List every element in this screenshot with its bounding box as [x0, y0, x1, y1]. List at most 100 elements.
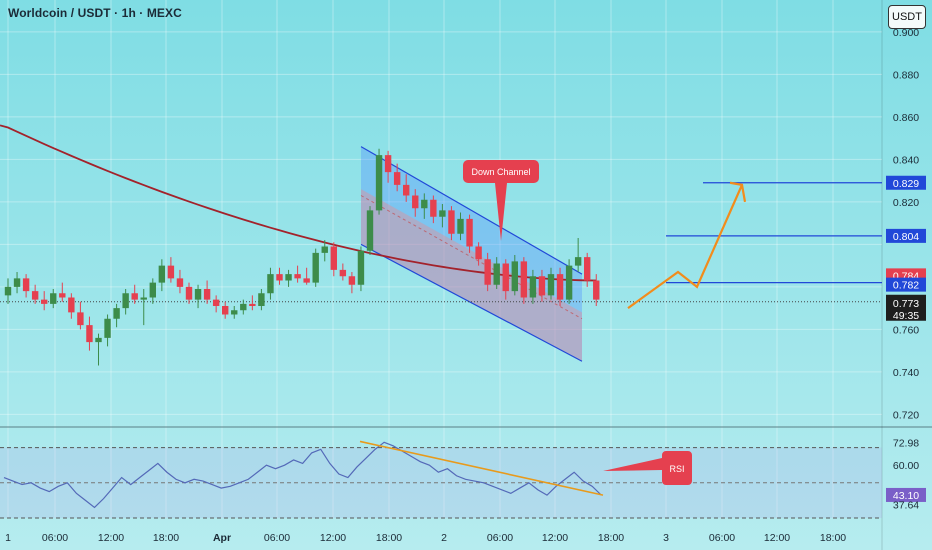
time-tick-label: 12:00 [320, 532, 346, 544]
price-tick-label: 0.820 [893, 197, 919, 209]
candle-body [68, 297, 75, 313]
candle-body [231, 310, 238, 315]
time-tick-label: 18:00 [153, 532, 179, 544]
candle-body [303, 278, 310, 283]
candle-body [484, 259, 491, 285]
down-channel-label: Down Channel [471, 167, 530, 177]
candle-body [384, 155, 392, 173]
candle-body [466, 218, 473, 247]
channel-lower-line [360, 243, 583, 362]
time-tick-label: 1 [5, 532, 11, 544]
candle-body [593, 280, 600, 300]
candle-body [294, 274, 301, 279]
candle-body [403, 184, 410, 196]
price-tick-label: 0.900 [893, 27, 919, 39]
candle-body [22, 278, 30, 292]
candle-body [412, 195, 419, 209]
candle-body [421, 199, 428, 209]
currency-button[interactable]: USDT [888, 5, 926, 29]
time-tick-label: 12:00 [542, 532, 568, 544]
candle-body [321, 246, 328, 253]
down-channel-callout [463, 160, 539, 241]
candle-body [149, 282, 156, 298]
candle-body [104, 318, 111, 338]
candle-body [13, 278, 21, 287]
projection-arrowhead [729, 181, 747, 203]
rsi-tick-label: 60.00 [893, 460, 919, 472]
price-label-box [886, 277, 926, 292]
candle-body [584, 257, 591, 281]
candle-body [312, 252, 319, 283]
time-tick-label: 06:00 [487, 532, 513, 544]
time-tick-label: 18:00 [376, 532, 402, 544]
price-label-box [886, 228, 926, 243]
down-channel-lower-fill [361, 189, 582, 362]
candle-body [158, 265, 166, 283]
rsi-trendline [359, 440, 604, 496]
time-tick-label: 06:00 [42, 532, 68, 544]
rsi-callout [603, 451, 692, 485]
candle-body [330, 246, 337, 270]
price-tick-label: 0.860 [893, 112, 919, 124]
candle-body [194, 289, 202, 300]
rsi-tick-label: 37.64 [893, 500, 919, 512]
time-tick-label: Apr [213, 532, 231, 544]
price-tick-label: 0.740 [893, 367, 919, 379]
time-tick-label: 3 [663, 532, 669, 544]
candle-body [538, 276, 546, 296]
price-label-box [886, 175, 926, 190]
candle-body [86, 325, 93, 343]
candle-body [574, 257, 582, 266]
candle-body [339, 269, 347, 277]
candle-body [41, 299, 48, 304]
rsi-tick-label: 72.98 [893, 437, 919, 449]
candle-body [240, 303, 247, 311]
channel-upper-line [360, 146, 583, 275]
rsi-value-box [886, 487, 926, 502]
price-tick-label: 0.840 [893, 154, 919, 166]
time-tick-label: 2 [441, 532, 447, 544]
time-tick-label: 12:00 [764, 532, 790, 544]
candle-body [502, 263, 509, 292]
candle-body [113, 308, 120, 319]
rsi-callout-label: RSI [669, 464, 684, 474]
time-tick-label: 18:00 [820, 532, 846, 544]
price-label: 0.773 [893, 298, 919, 310]
candle-body [222, 306, 229, 315]
time-tick-label: 06:00 [709, 532, 735, 544]
countdown-label: 49:35 [893, 310, 919, 322]
candle-body [185, 286, 193, 300]
candle-body [249, 303, 256, 306]
candle-body [4, 286, 12, 296]
candle-body [520, 261, 528, 298]
candle-body [176, 278, 184, 287]
candle-body [565, 265, 573, 300]
candle-body [212, 299, 220, 306]
candle-body [439, 210, 446, 217]
candle-body [122, 293, 129, 309]
candle-body [475, 246, 482, 260]
rsi-line [3, 441, 602, 509]
chart-title: Worldcoin / USDT · 1h · MEXC [8, 6, 182, 20]
candle-body [493, 263, 500, 285]
price-tick-label: 0.760 [893, 324, 919, 336]
candle-body [258, 293, 265, 306]
candle-body [131, 293, 138, 300]
channel-mid-line [360, 195, 583, 320]
candle-body [366, 210, 374, 251]
candle-body [457, 218, 464, 234]
current-price-box [886, 294, 926, 321]
candle-body [348, 276, 356, 285]
candle-body [393, 172, 401, 185]
candle-body [203, 289, 211, 300]
candle-body [77, 312, 84, 326]
candle-body [285, 274, 292, 281]
price-tick-label: 0.720 [893, 409, 919, 421]
price-label: 0.829 [893, 178, 919, 190]
candle-body [511, 261, 518, 292]
price-label: 0.804 [893, 231, 919, 243]
candle-body [276, 274, 283, 281]
candle-body [357, 250, 365, 285]
price-label: 0.782 [893, 280, 919, 292]
